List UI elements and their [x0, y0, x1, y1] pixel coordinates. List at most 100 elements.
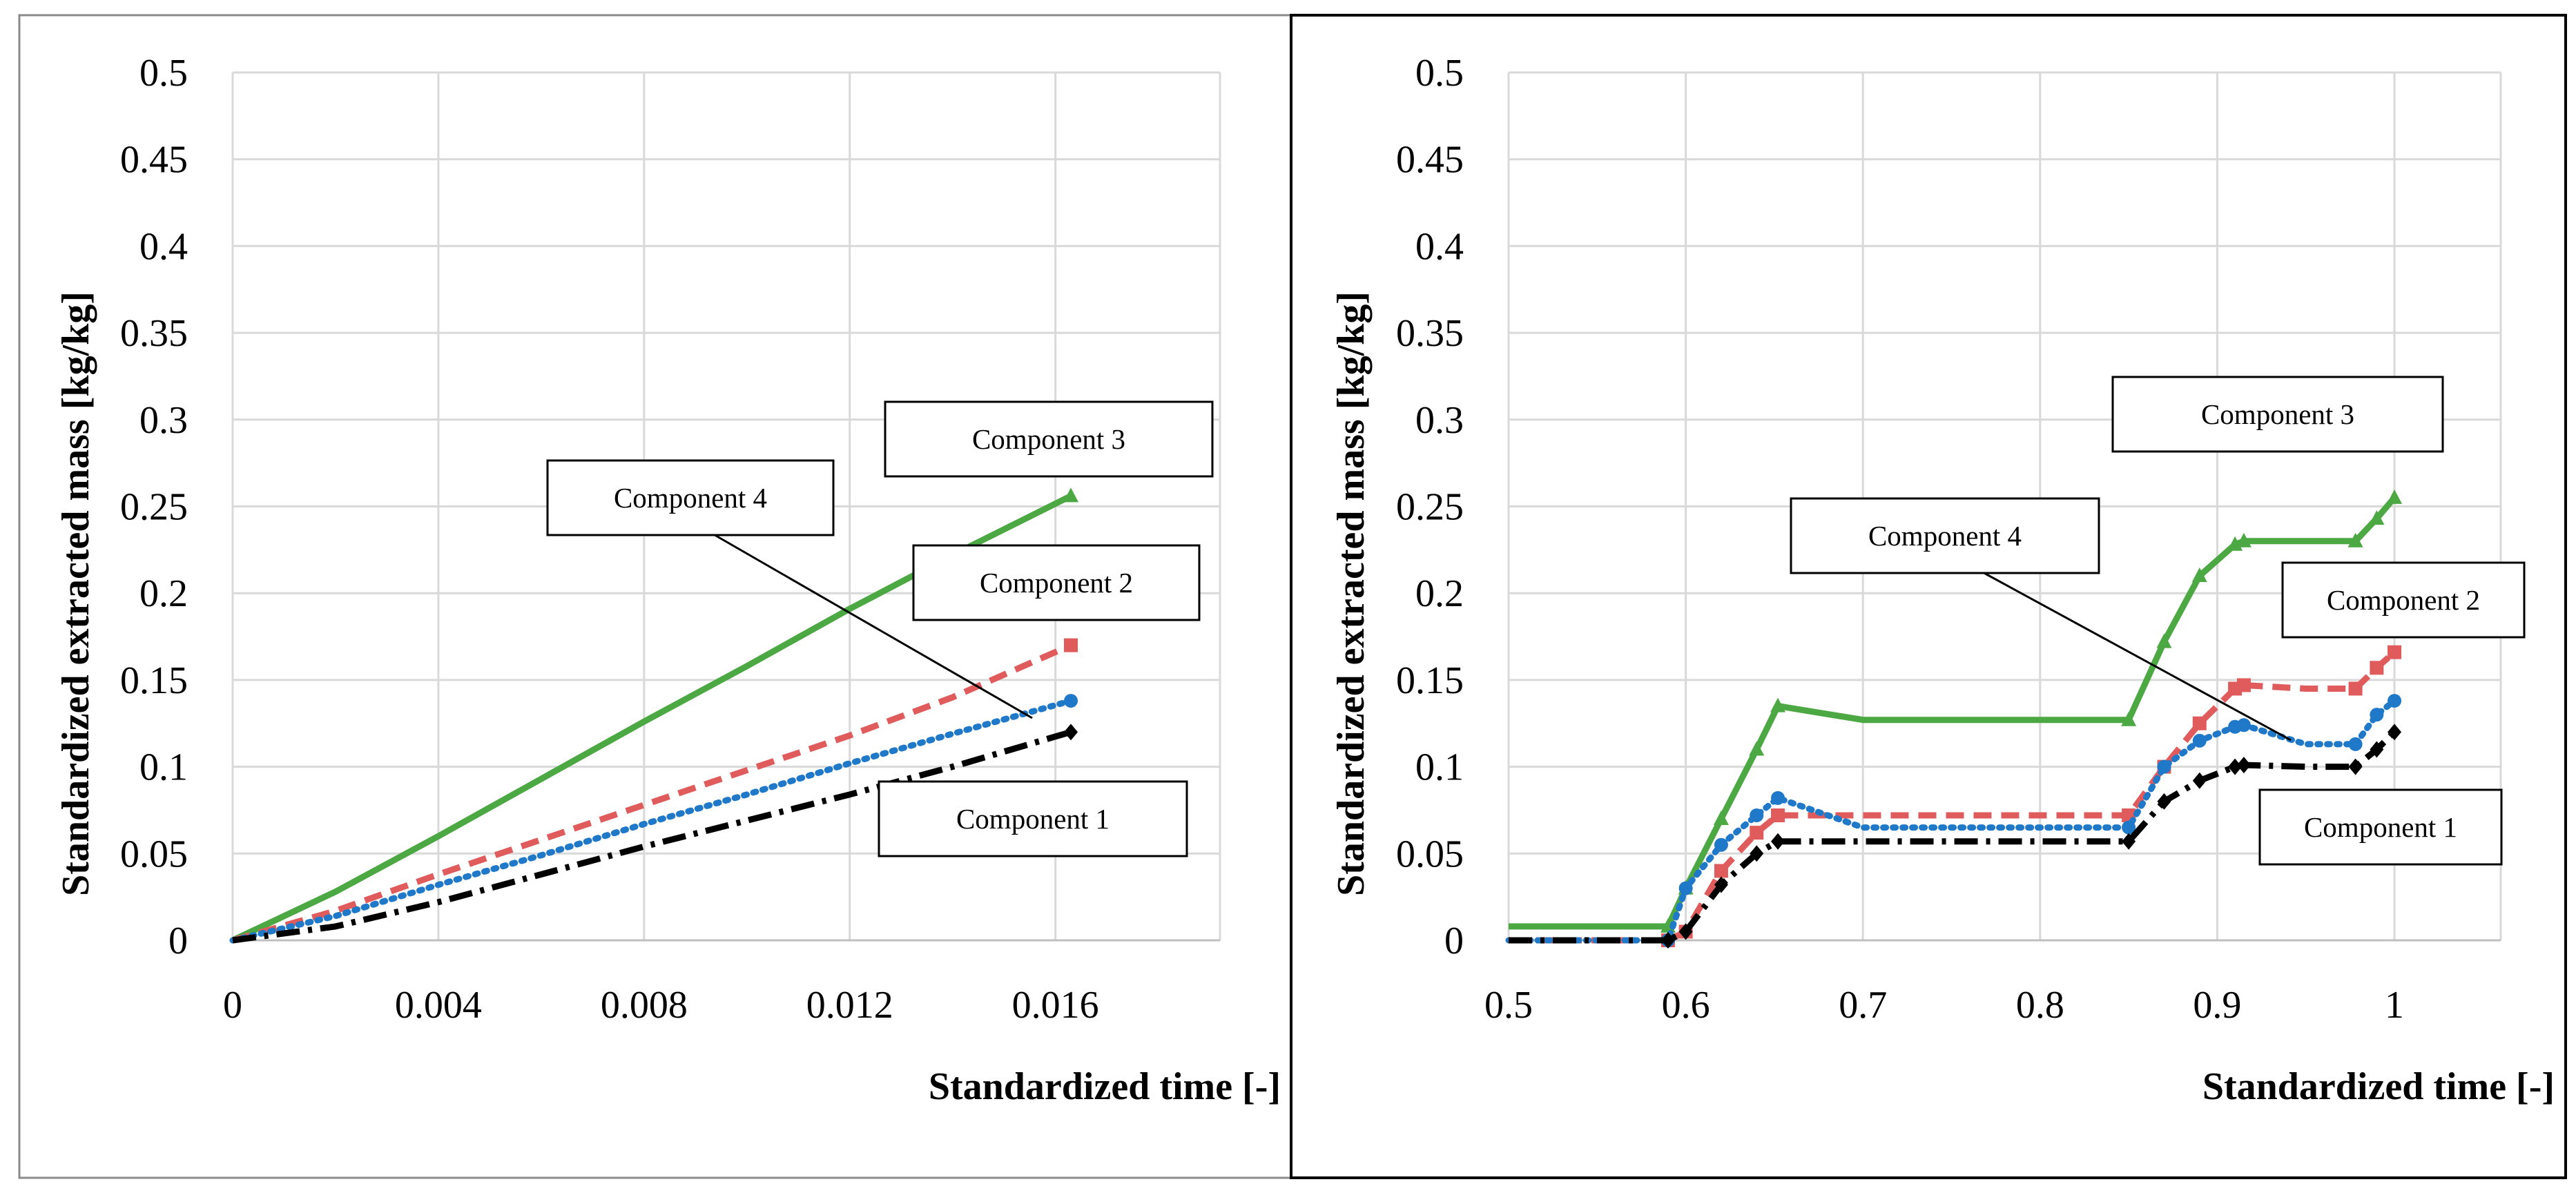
right-marker-component-1 [2348, 758, 2363, 775]
right-marker-component-3 [2387, 489, 2403, 504]
right-marker-component-4 [2388, 694, 2402, 708]
right-x-tick-label: 0.8 [2016, 984, 2064, 1027]
right-x-tick-label: 0.9 [2193, 984, 2241, 1027]
right-y-tick-label: 0.35 [1396, 312, 1464, 355]
left-series-line-component-4 [229, 697, 1074, 944]
left-marker-component-2 [1064, 638, 1078, 652]
left-y-tick-label: 0.45 [120, 139, 188, 182]
left-annotation-label-component-4: Component 4 [614, 482, 767, 514]
left-y-tick-label: 0.05 [120, 833, 188, 875]
right-x-tick-label: 1 [2385, 984, 2404, 1027]
left-x-tick-labels: 0 0.004 0.008 0.012 0.016 [223, 984, 1099, 1027]
left-annotation-component-2: Component 2 [912, 544, 1201, 621]
right-marker-component-1 [2228, 758, 2243, 775]
right-marker-component-1 [2192, 772, 2207, 789]
left-y-tick-label: 0.35 [120, 312, 188, 355]
right-marker-component-1 [1660, 932, 1675, 949]
right-y-tick-label: 0.15 [1396, 659, 1464, 702]
left-x-tick-label: 0.004 [395, 984, 482, 1027]
right-marker-component-3 [2347, 532, 2363, 547]
right-marker-component-4 [2122, 820, 2136, 835]
right-marker-component-3 [1713, 811, 1729, 826]
left-y-tick-labels: 0 0.05 0.1 0.15 0.2 0.25 0.3 0.35 0.4 0.45 0.5 [120, 52, 188, 962]
right-annotation-leader-line [1981, 570, 2292, 741]
right-y-axis-label: Standardized extracted mass [kg/kg] [1330, 291, 1373, 896]
left-marker-component-1 [1064, 724, 1078, 741]
right-marker-component-3 [1770, 697, 1786, 712]
right-x-tick-label: 0.6 [1662, 984, 1710, 1027]
left-x-tick-label: 0.008 [601, 984, 688, 1027]
left-y-axis-label: Standardized extracted mass [kg/kg] [55, 291, 97, 896]
right-y-tick-label: 0.45 [1396, 139, 1464, 182]
right-marker-component-4 [2370, 708, 2384, 722]
right-marker-component-2 [2236, 678, 2251, 692]
left-y-tick-label: 0.5 [139, 52, 188, 95]
left-annotation-label-component-2: Component 2 [980, 567, 1133, 599]
left-x-tick-label: 0.012 [806, 984, 893, 1027]
left-y-tick-label: 0.1 [139, 746, 188, 789]
right-marker-component-2 [1714, 864, 1728, 878]
left-annotation-label-component-3: Component 3 [972, 423, 1125, 455]
right-annotation-label-component-3: Component 3 [2201, 398, 2354, 430]
left-annotation-label-component-1: Component 1 [956, 803, 1110, 835]
right-marker-component-4 [1678, 881, 1693, 895]
left-marker-component-4 [1064, 694, 1078, 708]
right-x-axis-label: Standardized time [-] [2202, 1065, 2555, 1108]
right-y-tick-label: 0.3 [1415, 399, 1464, 442]
left-series-line-component-2 [231, 642, 1072, 944]
left-x-tick-label: 0 [223, 984, 242, 1027]
right-panel-frame [1290, 14, 2567, 1179]
right-y-tick-label: 0 [1444, 920, 1464, 962]
right-marker-component-3 [2156, 633, 2172, 648]
left-annotation-component-4: Component 4 [546, 459, 1033, 719]
left-y-tick-label: 0.3 [139, 399, 188, 442]
right-marker-component-2 [2192, 716, 2207, 730]
left-y-tick-label: 0 [168, 920, 188, 962]
right-y-tick-label: 0.4 [1415, 225, 1464, 268]
right-annotation-component-1: Component 1 [2258, 788, 2503, 866]
right-marker-component-1 [1714, 876, 1728, 893]
right-y-tick-label: 0.1 [1415, 746, 1464, 789]
right-marker-component-4 [1771, 791, 1785, 805]
right-x-tick-label: 0.7 [1839, 984, 1887, 1027]
right-marker-component-4 [1750, 808, 1764, 822]
right-series-layer [1505, 489, 2403, 949]
right-marker-component-3 [2191, 568, 2207, 583]
left-y-tick-label: 0.25 [120, 486, 188, 529]
right-marker-component-1 [2157, 793, 2171, 810]
right-marker-component-2 [2348, 681, 2363, 696]
right-marker-component-3 [1749, 741, 1765, 756]
right-y-tick-labels: 0 0.05 0.1 0.15 0.2 0.25 0.3 0.35 0.4 0.45 0.5 [1396, 52, 1464, 962]
left-annotation-component-3: Component 3 [884, 400, 1214, 478]
left-x-tick-label: 0.016 [1012, 984, 1099, 1027]
right-annotation-component-2: Component 2 [2281, 561, 2526, 639]
left-annotation-leader-line [710, 532, 1033, 719]
left-chart-panel: 0 0.05 0.1 0.15 0.2 0.25 0.3 0.35 0.4 0.45 0.5 0 0.… [18, 14, 1292, 1179]
left-y-tick-label: 0.4 [139, 225, 188, 268]
right-marker-component-3 [2369, 510, 2385, 525]
right-marker-component-1 [2388, 724, 2402, 741]
right-marker-component-2 [2388, 645, 2402, 659]
right-marker-component-4 [2236, 718, 2251, 733]
right-marker-component-1 [2122, 833, 2136, 850]
right-marker-component-1 [2236, 757, 2251, 774]
right-marker-component-3 [2236, 532, 2251, 547]
right-y-tick-label: 0.05 [1396, 833, 1464, 875]
right-chart-panel: 0 0.05 0.1 0.15 0.2 0.25 0.3 0.35 0.4 0.45 0.5 0.5… [1290, 14, 2567, 1179]
left-x-axis-label: Standardized time [-] [929, 1065, 1281, 1108]
right-y-tick-label: 0.25 [1396, 486, 1464, 529]
right-marker-component-4 [1714, 837, 1728, 852]
right-x-tick-label: 0.5 [1484, 984, 1533, 1027]
left-annotation-component-1: Component 1 [878, 780, 1188, 857]
right-marker-component-1 [2370, 741, 2384, 758]
left-y-tick-label: 0.15 [120, 659, 188, 702]
left-series-line-component-1 [232, 728, 1072, 944]
right-x-tick-labels: 0.5 0.6 0.7 0.8 0.9 1 [1484, 984, 2404, 1027]
right-annotation-label-component-4: Component 4 [1868, 520, 2022, 552]
left-y-tick-label: 0.2 [139, 572, 188, 615]
right-annotation-component-3: Component 3 [2111, 376, 2444, 453]
right-marker-component-4 [2192, 733, 2207, 748]
right-marker-component-2 [1771, 808, 1785, 822]
right-y-tick-label: 0.5 [1415, 52, 1464, 95]
